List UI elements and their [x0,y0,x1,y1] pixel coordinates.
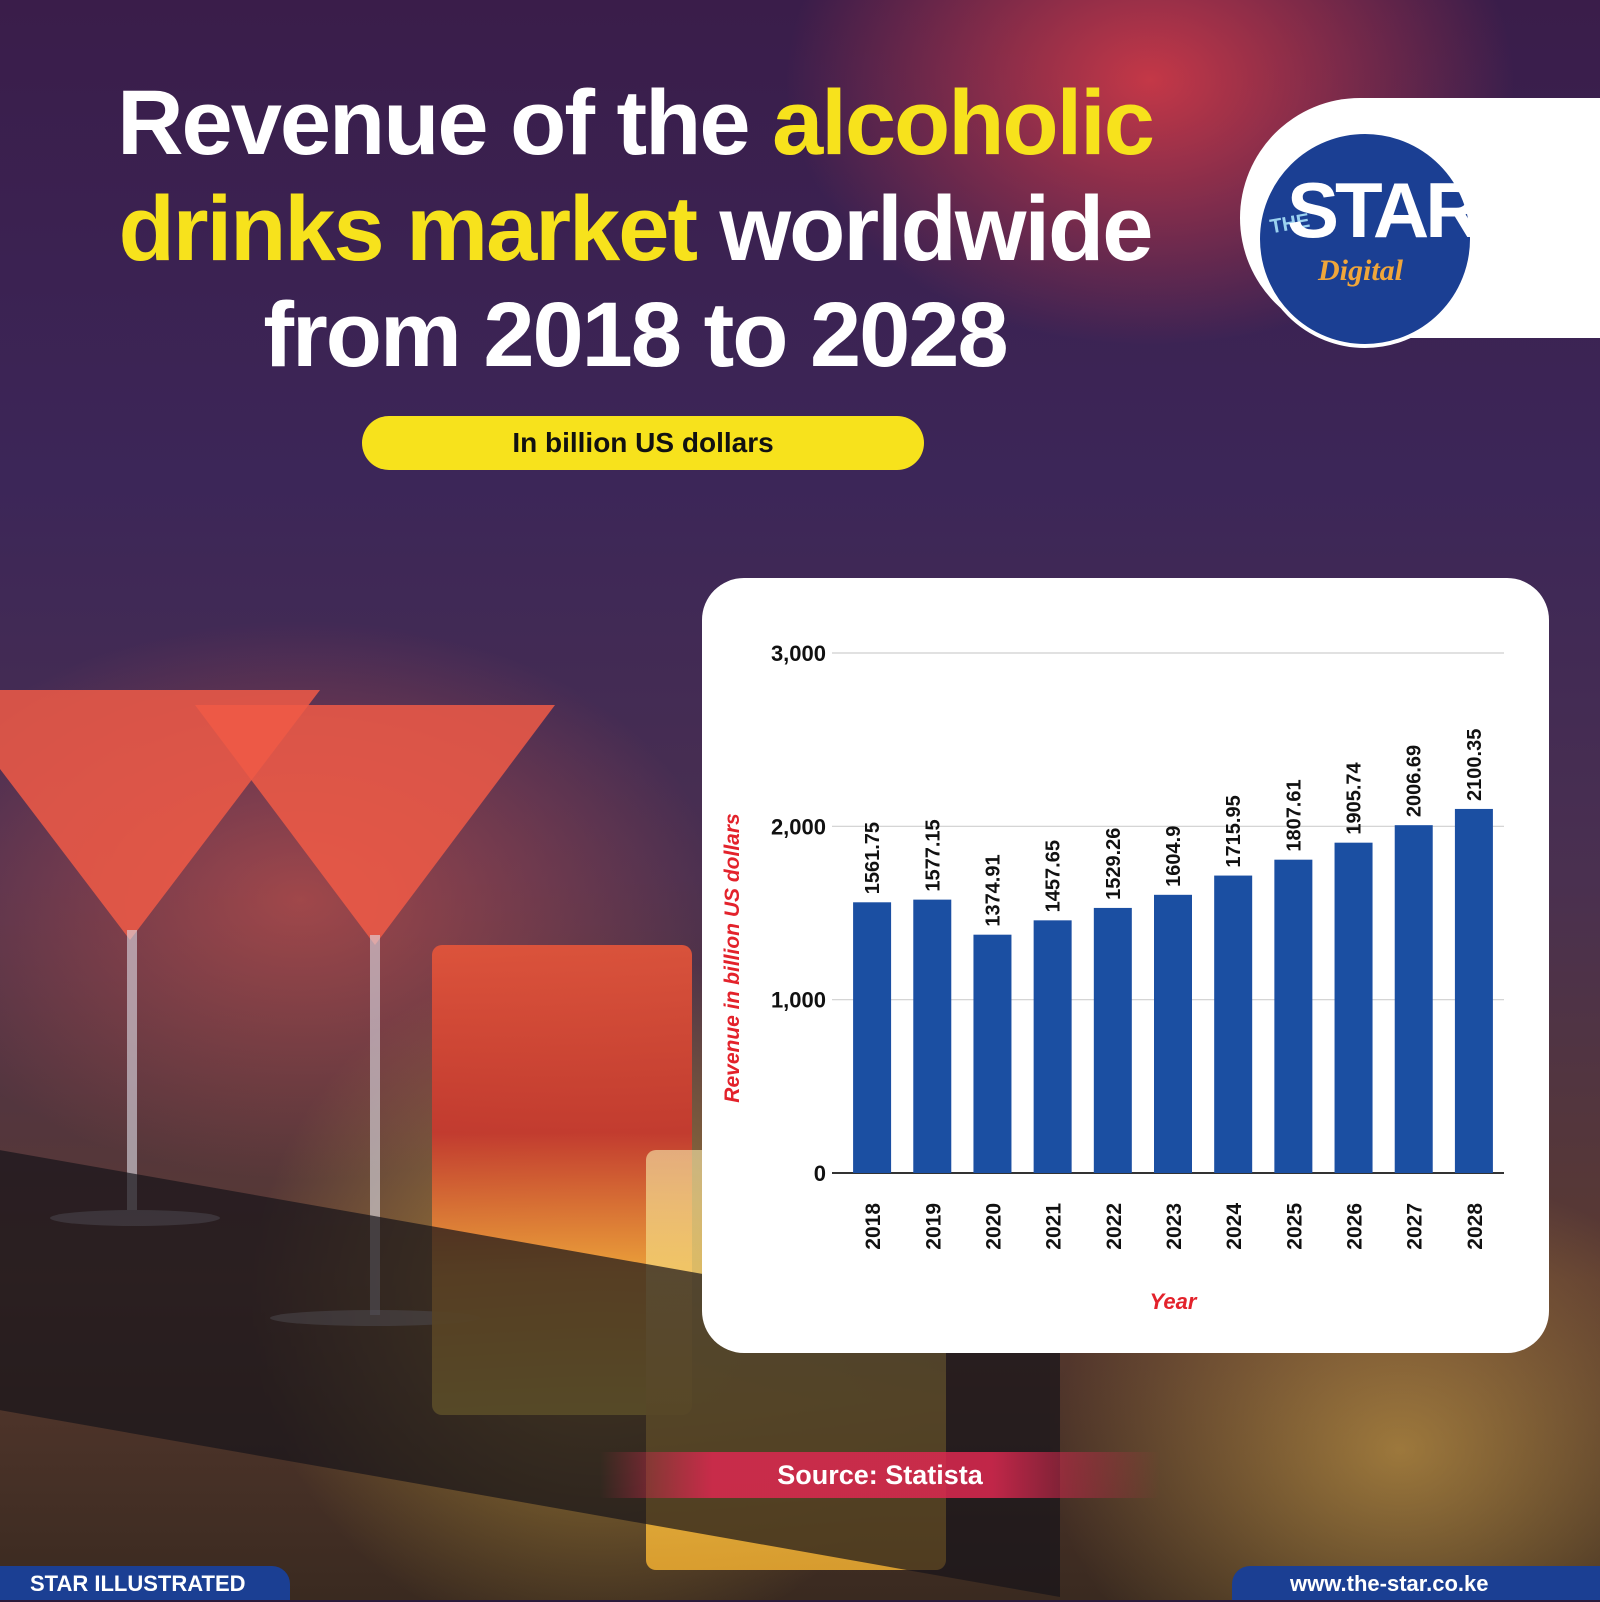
title-line3: from 2018 to 2028 [263,284,1008,386]
x-tick-label: 2018 [862,1203,885,1250]
martini-glass-center [195,705,555,945]
bar [1394,825,1433,1173]
bar [1093,907,1132,1173]
y-tick-label: 3,000 [771,641,826,666]
bar-chart: 0 1,000 2,000 3,000 1561.75 2018 1577.15 2019 13… [721,641,1504,1314]
bar-value-label: 1905.74 [1344,761,1366,834]
star-digital-logo [1256,130,1474,348]
bar [973,934,1012,1173]
x-tick-label: 2019 [922,1203,945,1250]
y-tick-label: 0 [814,1161,826,1186]
bar-value-label: 1457.65 [1043,840,1065,912]
title-part2: worldwide [696,178,1154,280]
bar-value-label: 2006.69 [1404,745,1426,817]
bar-value-label: 2100.35 [1464,729,1486,801]
bar [1454,808,1493,1173]
bar-value-label: 1577.15 [922,819,944,891]
x-tick-label: 2028 [1464,1203,1487,1250]
x-tick-label: 2023 [1163,1203,1186,1250]
x-tick-label: 2020 [982,1203,1005,1250]
page-title: Revenue of the alcoholic drinks market w… [0,70,1270,388]
bar [1214,875,1253,1173]
x-axis-title: Year [1150,1289,1198,1314]
title-highlight1: alcoholic [772,72,1155,174]
bar [1033,920,1072,1173]
bar-value-label: 1561.75 [862,822,884,894]
bar-value-label: 1715.95 [1223,795,1245,867]
bar [1154,894,1192,1173]
x-tick-label: 2024 [1223,1203,1246,1250]
x-tick-label: 2026 [1344,1203,1367,1250]
martini-stem-center [370,935,380,1315]
logo-digital-text: Digital [1318,254,1404,287]
x-tick-label: 2025 [1283,1203,1306,1250]
bar-value-label: 1604.9 [1163,826,1185,887]
title-highlight2: drinks market [118,178,698,280]
y-tick-label: 2,000 [771,814,826,839]
bar [1274,859,1313,1173]
y-axis-title: Revenue in billion US dollars [721,813,744,1102]
title-part1: Revenue of the [117,72,773,174]
bar-value-label: 1529.26 [1103,828,1125,900]
footer-url[interactable]: www.the-star.co.ke [1232,1566,1600,1600]
logo-star-text: STAR [1287,166,1482,254]
footer-brand: STAR ILLUSTRATED [0,1566,290,1600]
bar [913,899,952,1173]
martini-stem-left [127,930,137,1210]
x-tick-label: 2022 [1103,1203,1126,1250]
x-tick-label: 2027 [1404,1203,1427,1250]
bar-value-label: 1807.61 [1283,779,1305,851]
chart-card: 0 1,000 2,000 3,000 1561.75 2018 1577.15 2019 13… [702,578,1549,1353]
bar [1334,842,1373,1173]
unit-pill: In billion US dollars [362,416,924,470]
x-tick-label: 2021 [1043,1203,1066,1250]
bar [853,902,892,1173]
source-banner: Source: Statista [600,1452,1160,1498]
bar-value-label: 1374.91 [982,854,1004,926]
y-tick-label: 1,000 [771,988,826,1013]
